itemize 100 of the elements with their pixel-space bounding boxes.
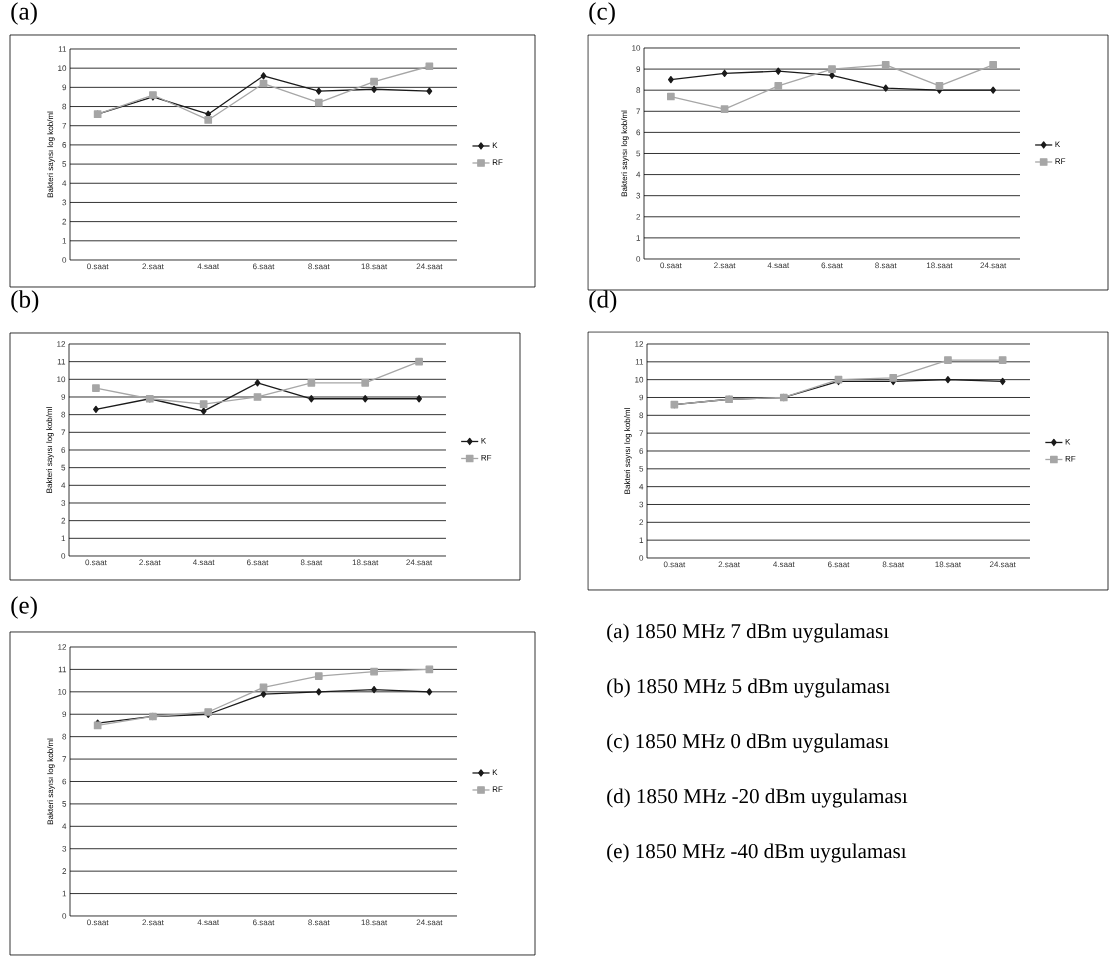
y-tick-label: 7 xyxy=(62,122,67,129)
y-tick-label: 3 xyxy=(636,192,641,199)
y-tick-label: 2 xyxy=(61,517,66,524)
text: (a) 1850 MHz 7 dBm uygulaması xyxy=(607,623,889,643)
y-tick-label: 6 xyxy=(62,142,67,148)
chart-title: (b) xyxy=(11,290,39,313)
y-axis-title: Bakteri sayısı log kob/ml xyxy=(47,738,55,825)
x-tick-label: 6.saat xyxy=(253,919,275,926)
y-tick-label: 3 xyxy=(639,501,644,508)
text: (c) 1850 MHz 0 dBm uygulaması xyxy=(607,733,889,753)
y-tick-label: 1 xyxy=(636,235,641,241)
y-tick-label: 11 xyxy=(635,359,644,365)
y-tick-label: 2 xyxy=(636,214,641,220)
x-tick-label: 0.saat xyxy=(85,559,107,566)
x-tick-label: 6.saat xyxy=(828,561,850,568)
y-tick-label: 2 xyxy=(62,218,67,225)
y-tick-label: 4 xyxy=(61,482,66,489)
y-tick-label: 8 xyxy=(61,411,66,418)
y-tick-label: 2 xyxy=(62,868,67,874)
legend-label: K xyxy=(481,437,487,444)
y-tick-label: 4 xyxy=(62,823,67,830)
y-tick-label: 1 xyxy=(62,238,67,244)
y-tick-label: 6 xyxy=(62,778,67,785)
x-tick-label: 6.saat xyxy=(247,559,269,566)
chart-title: (e) xyxy=(11,596,37,619)
x-tick-label: 0.saat xyxy=(660,262,682,269)
y-tick-label: 11 xyxy=(57,358,66,365)
legend-label: RF xyxy=(1055,158,1066,164)
y-axis-title: Bakteri sayısı log kob/ml xyxy=(46,407,54,493)
text: (d) 1850 MHz -20 dBm uygulaması xyxy=(607,788,908,808)
y-tick-label: 0 xyxy=(62,257,67,263)
y-tick-label: 7 xyxy=(639,430,644,436)
y-tick-label: 4 xyxy=(62,180,67,187)
x-tick-label: 2.saat xyxy=(718,561,740,568)
x-tick-label: 8.saat xyxy=(882,561,905,568)
y-tick-label: 0 xyxy=(636,256,641,262)
y-tick-label: 9 xyxy=(62,711,67,718)
x-tick-label: 0.saat xyxy=(663,561,686,568)
y-tick-label: 9 xyxy=(636,66,641,72)
y-tick-label: 11 xyxy=(58,666,67,673)
x-tick-label: 0.saat xyxy=(87,263,109,270)
x-tick-label: 4.saat xyxy=(197,263,220,270)
legend-label: K xyxy=(1055,141,1061,147)
y-axis-title: Bakteri sayısı log kob/ml xyxy=(47,111,55,198)
y-tick-label: 10 xyxy=(57,376,66,383)
legend-label: K xyxy=(1065,438,1071,445)
y-tick-label: 12 xyxy=(57,341,66,347)
y-tick-label: 5 xyxy=(636,150,641,157)
y-tick-label: 2 xyxy=(639,519,644,526)
x-tick-label: 18.saat xyxy=(935,561,961,568)
x-tick-label: 8.saat xyxy=(308,919,330,926)
y-tick-label: 0 xyxy=(61,553,66,559)
y-tick-label: 3 xyxy=(62,199,67,206)
y-tick-label: 10 xyxy=(635,376,644,383)
y-tick-label: 3 xyxy=(61,500,66,506)
x-tick-label: 24.saat xyxy=(989,561,1016,568)
text: (b) 1850 MHz 5 dBm uygulaması xyxy=(607,678,890,698)
y-tick-label: 0 xyxy=(62,913,67,919)
y-tick-label: 12 xyxy=(58,644,67,650)
y-tick-label: 6 xyxy=(636,129,641,136)
x-tick-label: 4.saat xyxy=(197,919,220,926)
x-tick-label: 4.saat xyxy=(767,262,790,269)
legend-label: RF xyxy=(492,786,503,792)
y-tick-label: 8 xyxy=(62,103,67,110)
y-tick-label: 3 xyxy=(62,845,67,852)
y-tick-label: 5 xyxy=(639,466,644,472)
x-tick-label: 2.saat xyxy=(142,263,164,270)
y-tick-label: 9 xyxy=(639,394,644,401)
x-tick-label: 4.saat xyxy=(773,561,795,568)
x-tick-label: 24.saat xyxy=(416,263,443,270)
y-tick-label: 10 xyxy=(632,45,641,51)
y-tick-label: 5 xyxy=(62,161,67,167)
x-tick-label: 8.saat xyxy=(308,263,330,270)
x-tick-label: 4.saat xyxy=(192,559,215,566)
legend-label: RF xyxy=(481,454,492,461)
x-tick-label: 2.saat xyxy=(714,262,736,269)
y-tick-label: 1 xyxy=(639,537,644,543)
legend-label: RF xyxy=(1065,455,1076,462)
y-tick-label: 0 xyxy=(639,555,644,561)
x-tick-label: 6.saat xyxy=(821,262,843,269)
x-tick-label: 18.saat xyxy=(361,919,388,926)
legend-label: RF xyxy=(492,159,503,165)
chart-title: (c) xyxy=(589,2,615,25)
x-tick-label: 6.saat xyxy=(253,263,275,270)
x-tick-label: 2.saat xyxy=(139,559,161,566)
y-tick-label: 9 xyxy=(61,394,66,400)
y-tick-label: 7 xyxy=(62,756,67,762)
y-tick-label: 6 xyxy=(639,448,644,454)
x-tick-label: 24.saat xyxy=(406,559,433,566)
y-axis-title: Bakteri sayısı log kob/ml xyxy=(621,110,629,197)
x-tick-label: 8.saat xyxy=(300,559,323,566)
x-tick-label: 18.saat xyxy=(361,263,388,270)
x-tick-label: 18.saat xyxy=(926,262,953,269)
legend-label: K xyxy=(492,142,498,148)
y-tick-label: 5 xyxy=(61,464,66,471)
y-axis-title: Bakteri sayısı log kob/ml xyxy=(624,408,632,494)
y-tick-label: 7 xyxy=(636,108,641,115)
y-tick-label: 8 xyxy=(639,412,644,419)
y-tick-label: 6 xyxy=(61,447,66,453)
x-tick-label: 2.saat xyxy=(142,919,164,926)
